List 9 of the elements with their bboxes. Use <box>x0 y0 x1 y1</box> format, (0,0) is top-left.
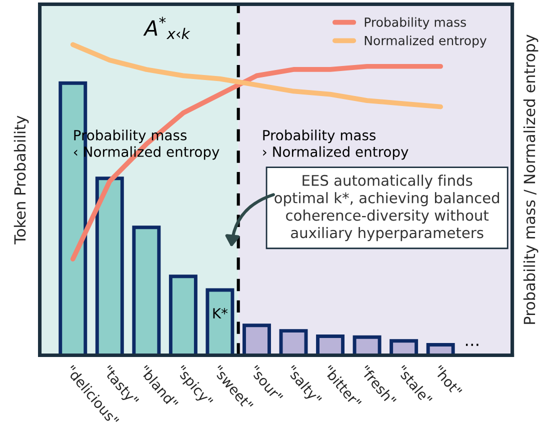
text: A$^{*}$$_{x‹k}$ <box>143 16 190 39</box>
legend-label: Normalized entropy <box>364 36 486 48</box>
y-axis-title: Token Probability <box>14 116 29 244</box>
annotation: K* <box>213 308 228 318</box>
text: ... <box>466 344 478 346</box>
legend-label: Probability mass <box>364 17 466 30</box>
annotation: Probability mass › Normalized entropy <box>263 130 408 160</box>
annotation: EES automatically finds optimal k*, achieving balanced coherence-diversity without auxiliary hyperparameters <box>274 174 500 242</box>
y2-axis-title: Probability mass / Normalized entropy <box>523 34 538 324</box>
